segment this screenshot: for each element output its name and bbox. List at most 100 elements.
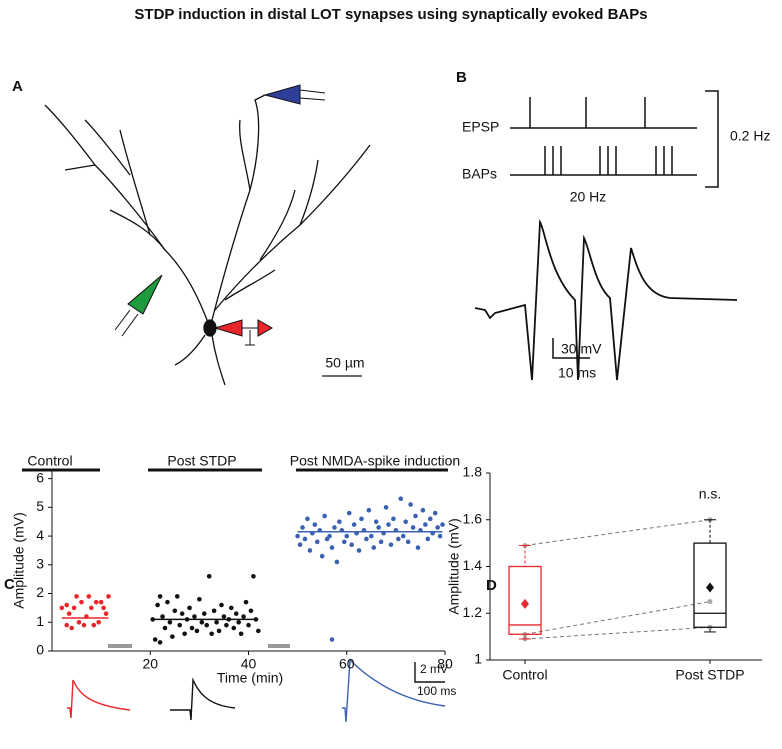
point bbox=[64, 602, 70, 608]
point bbox=[405, 539, 411, 545]
x-tick-label: Control bbox=[502, 667, 547, 683]
point bbox=[408, 502, 413, 507]
y-tick-label: 2 bbox=[36, 584, 44, 600]
point bbox=[400, 533, 406, 539]
point bbox=[432, 510, 438, 516]
point bbox=[81, 622, 87, 628]
point bbox=[162, 625, 168, 631]
point bbox=[204, 622, 210, 628]
point bbox=[415, 545, 421, 550]
point bbox=[302, 536, 308, 542]
panel-label: B bbox=[456, 69, 467, 86]
point bbox=[209, 631, 214, 637]
point bbox=[332, 525, 337, 530]
point bbox=[152, 637, 158, 642]
point bbox=[155, 602, 160, 608]
point bbox=[106, 594, 111, 599]
point bbox=[391, 516, 396, 522]
point bbox=[256, 628, 261, 634]
electrode bbox=[114, 84, 362, 377]
point bbox=[297, 542, 303, 547]
point bbox=[179, 611, 185, 616]
scale-label: 100 ms bbox=[417, 684, 456, 698]
y-axis-label: Amplitude (mV) bbox=[446, 518, 462, 614]
point bbox=[93, 599, 99, 605]
point bbox=[177, 622, 183, 628]
point bbox=[194, 628, 200, 634]
point bbox=[89, 605, 94, 611]
x-tick-label: 20 bbox=[142, 656, 158, 672]
figure-title: STDP induction in distal LOT synapses us… bbox=[134, 6, 647, 23]
point bbox=[214, 619, 219, 625]
mean-marker bbox=[706, 582, 714, 593]
point bbox=[295, 533, 300, 539]
point bbox=[174, 594, 180, 599]
point bbox=[351, 522, 357, 527]
point bbox=[79, 599, 84, 605]
y-tick-label: 4 bbox=[36, 527, 44, 543]
point bbox=[334, 559, 340, 565]
point bbox=[366, 507, 372, 513]
point bbox=[98, 599, 104, 605]
point bbox=[371, 545, 377, 550]
annotation: n.s. bbox=[699, 485, 722, 501]
pair-line bbox=[524, 626, 711, 640]
phase-label: Post NMDA-spike induction bbox=[290, 453, 460, 469]
point bbox=[231, 625, 237, 631]
point bbox=[201, 611, 207, 616]
point bbox=[241, 614, 246, 619]
point bbox=[91, 622, 97, 628]
point bbox=[359, 516, 364, 522]
point bbox=[221, 614, 227, 619]
point bbox=[388, 542, 394, 547]
point bbox=[435, 525, 440, 530]
y-axis-label: Amplitude (mV) bbox=[11, 512, 27, 608]
point bbox=[305, 516, 310, 522]
point bbox=[300, 525, 305, 530]
pair-line bbox=[524, 601, 711, 635]
point bbox=[187, 605, 192, 611]
point bbox=[423, 522, 428, 527]
stimulus-protocol bbox=[474, 90, 738, 381]
point bbox=[376, 525, 381, 530]
y-tick-label: 3 bbox=[36, 556, 44, 572]
phase-label: Control bbox=[27, 453, 72, 469]
point bbox=[396, 536, 401, 542]
point bbox=[74, 594, 79, 599]
point bbox=[229, 605, 234, 611]
point bbox=[211, 608, 217, 614]
trace-label: BAPs bbox=[462, 166, 497, 182]
y-tick-label: 1.8 bbox=[463, 464, 483, 480]
point bbox=[386, 522, 391, 527]
x-tick-label: 60 bbox=[339, 656, 355, 672]
point bbox=[346, 510, 352, 516]
point bbox=[182, 631, 187, 637]
point bbox=[189, 625, 195, 631]
point bbox=[96, 619, 101, 625]
panel-label: C bbox=[4, 576, 15, 593]
point bbox=[383, 505, 389, 510]
point bbox=[160, 614, 165, 619]
point bbox=[322, 513, 327, 519]
point bbox=[427, 516, 433, 522]
example-traces bbox=[67, 658, 446, 723]
point bbox=[167, 619, 173, 625]
point bbox=[199, 619, 205, 625]
x-tick-label: 80 bbox=[437, 656, 453, 672]
y-tick-label: 1 bbox=[36, 613, 44, 629]
point bbox=[248, 608, 254, 614]
box bbox=[508, 565, 542, 635]
y-tick-label: 0 bbox=[36, 642, 44, 658]
point bbox=[329, 637, 335, 642]
y-tick-label: 1 bbox=[474, 651, 482, 667]
point bbox=[238, 631, 244, 637]
point bbox=[312, 522, 318, 527]
point bbox=[307, 548, 313, 553]
point bbox=[197, 596, 202, 602]
point bbox=[251, 574, 256, 579]
point bbox=[86, 594, 92, 599]
box bbox=[693, 542, 727, 628]
point bbox=[314, 539, 320, 545]
point bbox=[440, 522, 445, 527]
